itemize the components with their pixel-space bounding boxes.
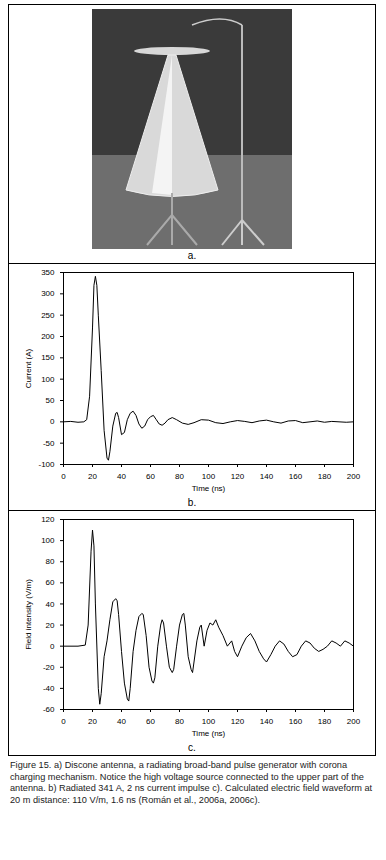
svg-text:0: 0: [61, 717, 66, 726]
svg-text:-50: -50: [43, 439, 55, 448]
svg-text:150: 150: [41, 353, 55, 362]
svg-text:0: 0: [50, 417, 55, 426]
svg-text:80: 80: [175, 472, 184, 481]
svg-text:180: 180: [318, 472, 332, 481]
svg-text:60: 60: [146, 472, 155, 481]
svg-text:100: 100: [41, 375, 55, 384]
svg-text:20: 20: [88, 717, 97, 726]
html-text:a.: a.: [187, 250, 197, 261]
svg-text:200: 200: [347, 472, 361, 481]
svg-text:60: 60: [146, 717, 155, 726]
svg-text:80: 80: [46, 557, 55, 566]
svg-text:-20: -20: [43, 663, 55, 672]
svg-text:60: 60: [46, 578, 55, 587]
svg-text:20: 20: [46, 621, 55, 630]
svg-text:350: 350: [41, 268, 55, 277]
svg-text:80: 80: [175, 717, 184, 726]
svg-text:Time (ns): Time (ns): [192, 484, 226, 493]
svg-text:50: 50: [46, 396, 55, 405]
svg-text:120: 120: [41, 515, 55, 524]
svg-text:180: 180: [318, 717, 332, 726]
html-text:c.: c.: [188, 742, 196, 753]
svg-text:40: 40: [117, 472, 126, 481]
svg-text:300: 300: [41, 289, 55, 298]
svg-text:-100: -100: [38, 460, 55, 469]
svg-text:40: 40: [117, 717, 126, 726]
svg-text:140: 140: [260, 717, 274, 726]
svg-text:160: 160: [289, 717, 303, 726]
html-text:b.: b.: [187, 497, 197, 508]
svg-text:Time (ns): Time (ns): [192, 729, 226, 738]
svg-text:120: 120: [231, 472, 245, 481]
svg-text:120: 120: [231, 717, 245, 726]
svg-text:Field intensity (V/m): Field intensity (V/m): [24, 579, 33, 650]
svg-text:-40: -40: [43, 684, 55, 693]
svg-text:100: 100: [202, 472, 216, 481]
svg-text:0: 0: [50, 642, 55, 651]
svg-text:40: 40: [46, 600, 55, 609]
svg-text:100: 100: [41, 536, 55, 545]
svg-text:200: 200: [41, 332, 55, 341]
svg-text:100: 100: [202, 717, 216, 726]
svg-text:Current (A): Current (A): [24, 348, 33, 388]
svg-text:0: 0: [61, 472, 66, 481]
svg-text:20: 20: [88, 472, 97, 481]
svg-text:250: 250: [41, 311, 55, 320]
svg-text:160: 160: [289, 472, 303, 481]
svg-text:200: 200: [347, 717, 361, 726]
html-text:Figure 15. a) Discone antenna,: Figure 15. a) Discone antenna, a radiati…: [10, 760, 373, 805]
svg-text:-60: -60: [43, 705, 55, 714]
svg-text:140: 140: [260, 472, 274, 481]
